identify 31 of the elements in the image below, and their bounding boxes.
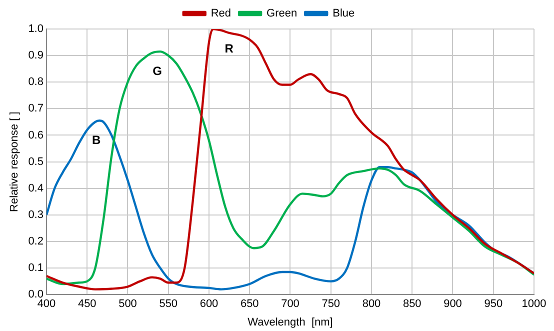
- x-tick-label: 450: [78, 298, 96, 310]
- y-tick-label: 0.6: [28, 129, 44, 142]
- x-tick-label: 650: [240, 298, 259, 310]
- x-tick-label: 750: [322, 298, 340, 310]
- y-tick-label: 0.8: [28, 76, 44, 88]
- y-tick-label: 0.5: [28, 156, 44, 168]
- annotation: R: [224, 41, 234, 56]
- x-tick-label: 850: [402, 298, 422, 310]
- y-tick-label: 0.3: [28, 208, 44, 221]
- y-tick-label: 0.1: [28, 262, 44, 274]
- x-tick-label: 500: [118, 298, 137, 310]
- x-tick-label: 550: [159, 298, 178, 310]
- y-tick-label: 0.9: [28, 50, 44, 62]
- x-tick-label: 1000: [522, 298, 546, 310]
- legend-label: Green: [266, 8, 298, 20]
- x-tick-label: 900: [444, 298, 462, 310]
- x-tick-label: 600: [200, 298, 218, 310]
- annotation: B: [92, 132, 101, 147]
- x-axis-title: Wavelength [nm]: [248, 316, 333, 328]
- legend-label: Red: [210, 8, 232, 20]
- annotation: G: [152, 64, 162, 78]
- legend-label: Blue: [332, 8, 355, 20]
- y-tick-label: 1.0: [28, 23, 44, 36]
- y-tick-label: 0.7: [28, 102, 44, 115]
- y-axis-title: Relative response [ ]: [8, 112, 21, 212]
- x-tick-label: 400: [37, 298, 56, 310]
- x-tick-label: 800: [362, 298, 381, 310]
- y-tick-label: 0.2: [28, 236, 44, 248]
- x-tick-label: 950: [484, 298, 503, 310]
- y-tick-label: 0.4: [28, 182, 44, 194]
- x-tick-label: 700: [281, 298, 300, 310]
